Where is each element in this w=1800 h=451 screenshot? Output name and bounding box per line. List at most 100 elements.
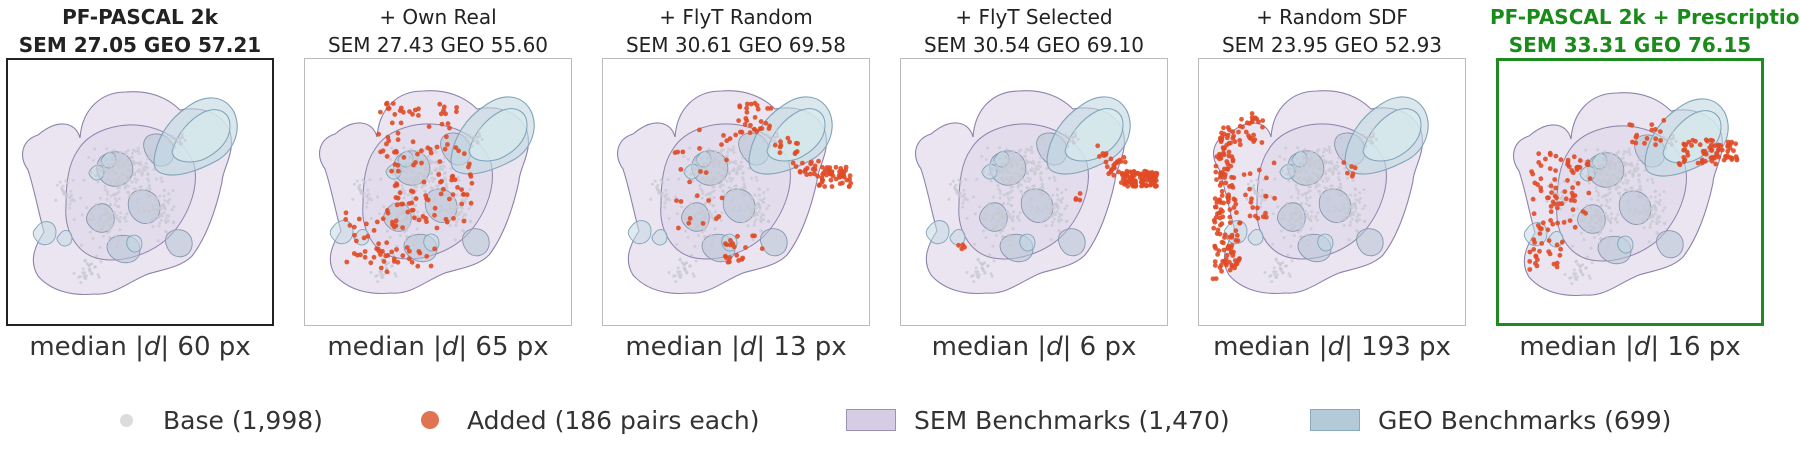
base-point: [1314, 184, 1318, 188]
base-point: [120, 161, 124, 165]
base-point: [133, 173, 137, 177]
base-point: [1051, 220, 1055, 224]
base-point: [136, 161, 140, 165]
added-point: [740, 255, 746, 261]
base-point: [1016, 184, 1020, 188]
base-point: [93, 265, 97, 269]
base-point: [1039, 171, 1043, 175]
base-point: [452, 207, 456, 211]
added-point: [1685, 152, 1691, 158]
base-point: [155, 177, 158, 181]
base-point: [1317, 183, 1321, 187]
base-point: [444, 178, 447, 182]
panel-subtitle: SEM 30.54 GEO 69.10: [923, 33, 1145, 57]
base-point: [426, 167, 430, 171]
base-point: [1615, 220, 1619, 224]
base-point: [1047, 196, 1051, 200]
added-point: [1708, 142, 1714, 148]
base-point: [468, 220, 472, 224]
base-point: [1305, 243, 1309, 247]
base-point: [461, 215, 465, 219]
base-point: [962, 188, 966, 192]
base-point: [1299, 202, 1303, 206]
added-point: [459, 187, 464, 193]
base-point: [1302, 178, 1306, 181]
added-point: [1095, 143, 1101, 149]
added-point: [400, 225, 405, 231]
base-point: [1339, 136, 1343, 140]
base-point: [1610, 212, 1614, 216]
base-point: [425, 162, 428, 166]
added-point: [410, 207, 416, 213]
base-point: [985, 214, 989, 218]
added-point: [412, 107, 418, 113]
base-point: [406, 180, 409, 184]
base-point: [114, 152, 118, 156]
added-point: [800, 160, 805, 166]
base-point: [154, 197, 158, 201]
base-point: [1252, 183, 1256, 187]
base-point: [990, 204, 994, 207]
base-point: [1039, 156, 1043, 160]
base-point: [1023, 154, 1027, 158]
base-point: [157, 224, 161, 228]
base-point: [961, 194, 965, 198]
base-point: [1603, 150, 1607, 153]
base-point: [742, 209, 746, 213]
added-point: [1211, 225, 1217, 231]
base-point: [995, 172, 999, 176]
base-point: [986, 146, 990, 150]
base-point: [1627, 179, 1631, 183]
base-point: [1609, 229, 1613, 233]
base-point: [991, 216, 995, 220]
base-point: [1337, 156, 1341, 160]
base-point: [1609, 152, 1613, 156]
base-point: [975, 177, 979, 181]
base-point: [1071, 139, 1075, 143]
base-point: [405, 150, 409, 154]
base-point: [395, 244, 399, 248]
added-point: [1653, 127, 1658, 132]
base-point: [443, 191, 446, 195]
base-point: [1587, 181, 1591, 185]
base-point: [1061, 139, 1065, 143]
panel-title: + FlyT Selected: [955, 5, 1113, 29]
base-point: [686, 236, 690, 239]
added-point: [371, 254, 377, 260]
base-point: [166, 201, 170, 205]
added-point: [1229, 264, 1235, 269]
base-point: [751, 238, 755, 242]
base-point: [1022, 167, 1026, 171]
base-point: [724, 170, 728, 174]
base-point: [1617, 191, 1621, 195]
scatter-svg: [617, 90, 854, 295]
base-point: [1322, 158, 1326, 162]
base-point: [954, 187, 958, 191]
added-point: [719, 142, 724, 147]
base-point: [1068, 135, 1071, 139]
added-point: [1263, 210, 1268, 216]
base-point: [701, 215, 705, 219]
added-point: [1131, 169, 1137, 174]
added-point: [1644, 136, 1650, 141]
panel-baseline: PF-PASCAL 2k SEM 27.05 GEO 57.21 median …: [0, 0, 280, 380]
base-point: [1285, 201, 1289, 205]
base-point: [398, 233, 402, 237]
base-point: [84, 274, 88, 278]
base-point: [767, 204, 771, 208]
base-point: [141, 210, 145, 214]
base-point: [410, 155, 414, 159]
base-point: [699, 187, 702, 191]
added-point: [451, 216, 456, 221]
base-point: [134, 161, 137, 165]
added-point: [1243, 129, 1249, 135]
base-point: [61, 188, 65, 192]
base-point: [1331, 172, 1335, 176]
base-point: [721, 176, 725, 180]
base-point: [113, 183, 117, 187]
base-point: [1596, 171, 1600, 175]
added-point: [392, 183, 398, 189]
added-point: [416, 217, 422, 223]
base-point: [134, 188, 138, 191]
base-point: [98, 214, 102, 218]
